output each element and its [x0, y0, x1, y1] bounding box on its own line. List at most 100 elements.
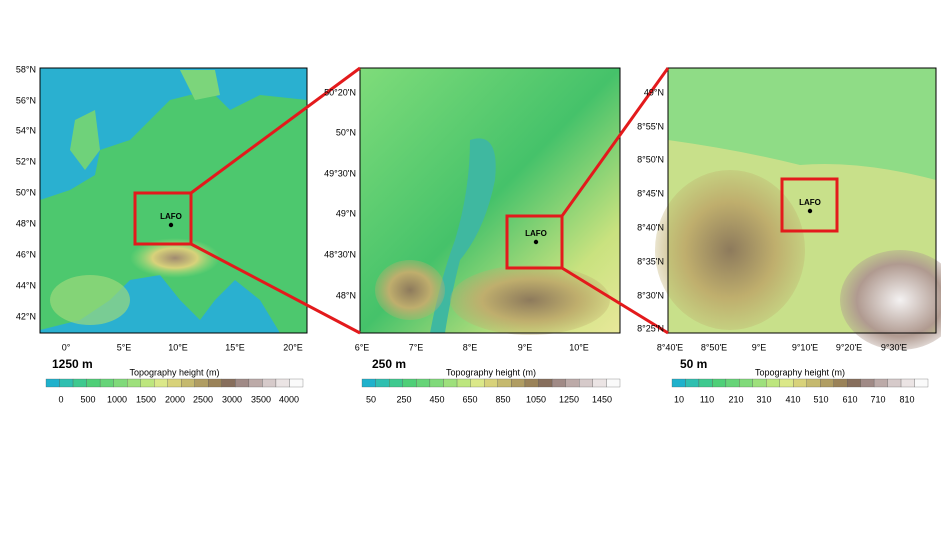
colorbar-swatch: [685, 378, 700, 388]
latitude-label: 56°N: [16, 95, 36, 105]
colorbar-swatch: [248, 378, 263, 388]
colorbar-swatch: [833, 378, 848, 388]
latitude-label: 8°25'N: [637, 323, 664, 333]
site-label: LAFO: [799, 198, 821, 207]
longitude-label: 9°20'E: [836, 342, 862, 352]
colorbar-swatch: [551, 378, 566, 388]
colorbar-swatch: [914, 378, 929, 388]
colorbar-swatch: [194, 378, 209, 388]
longitude-label: 8°50'E: [701, 342, 727, 352]
colorbar-swatch: [873, 378, 888, 388]
site-label: LAFO: [525, 229, 547, 238]
longitude-label: 9°E: [752, 342, 767, 352]
colorbar-swatch: [739, 378, 753, 388]
colorbar-tick-label: 310: [756, 394, 771, 404]
colorbar-swatch: [698, 378, 713, 388]
colorbar-tick-label: 1250: [559, 394, 579, 404]
colorbar-tick-label: 850: [495, 394, 510, 404]
colorbar-tick-label: 2000: [165, 394, 185, 404]
site-label: LAFO: [160, 212, 182, 221]
colorbar-swatch: [470, 378, 485, 388]
site-marker: [168, 222, 174, 228]
colorbar-swatch: [416, 378, 431, 388]
latitude-label: 8°50'N: [637, 154, 664, 164]
colorbar-swatch: [766, 378, 780, 388]
colorbar-swatch: [221, 378, 236, 388]
zoom-indicator: [133, 66, 839, 335]
colorbar-tick-label: 1000: [107, 394, 127, 404]
colorbar-swatch: [606, 378, 621, 388]
colorbar-swatch: [361, 378, 376, 388]
resolution-label: 1250 m: [52, 357, 93, 371]
map-terrain: [655, 67, 941, 350]
longitude-label: 0°: [62, 342, 71, 352]
colorbar-swatch: [579, 378, 593, 388]
colorbar-swatch: [140, 378, 155, 388]
latitude-label: 58°N: [16, 64, 36, 74]
colorbar-swatch: [113, 378, 128, 388]
colorbar-swatch: [565, 378, 580, 388]
colorbar-swatch: [429, 378, 444, 388]
latitude-label: 54°N: [16, 125, 36, 135]
latitude-label: 46°N: [16, 249, 36, 259]
colorbar-swatch: [402, 378, 417, 388]
colorbar-swatch: [127, 378, 141, 388]
colorbar-title: Topography height (m): [129, 367, 219, 377]
colorbar-tick-label: 3000: [222, 394, 242, 404]
longitude-label: 20°E: [283, 342, 303, 352]
colorbar-swatch: [389, 378, 403, 388]
latitude-label: 50°20'N: [324, 87, 356, 97]
colorbar-swatch: [511, 378, 526, 388]
colorbar-swatch: [99, 378, 114, 388]
longitude-label: 8°40'E: [657, 342, 683, 352]
colorbar-tick-label: 610: [842, 394, 857, 404]
colorbar-swatch: [208, 378, 222, 388]
colorbar-tick-label: 1500: [136, 394, 156, 404]
colorbar-swatch: [524, 378, 539, 388]
resolution-label: 250 m: [372, 357, 406, 371]
colorbar-tick-label: 2500: [193, 394, 213, 404]
colorbar-tick-label: 810: [899, 394, 914, 404]
longitude-label: 9°E: [518, 342, 533, 352]
map-terrain: [39, 67, 308, 334]
map-terrain: [359, 67, 621, 335]
colorbar-tick-label: 50: [366, 394, 376, 404]
longitude-label: 6°E: [355, 342, 370, 352]
longitude-label: 7°E: [409, 342, 424, 352]
colorbar-swatch: [59, 378, 74, 388]
colorbar-swatch: [793, 378, 807, 388]
latitude-label: 48°N: [336, 290, 356, 300]
colorbar-swatch: [167, 378, 182, 388]
colorbar-tick-label: 510: [813, 394, 828, 404]
colorbar-swatch: [262, 378, 277, 388]
colorbar-tick-label: 1450: [592, 394, 612, 404]
colorbar-swatch: [900, 378, 915, 388]
colorbar-swatch: [375, 378, 390, 388]
latitude-label: 50°N: [16, 187, 36, 197]
colorbar-swatch: [235, 378, 250, 388]
colorbar-tick-label: 210: [728, 394, 743, 404]
colorbar-tick-label: 500: [80, 394, 95, 404]
colorbar-swatch: [538, 378, 553, 388]
colorbar-tick-label: 0: [58, 394, 63, 404]
colorbar-swatch: [497, 378, 512, 388]
colorbar-swatch: [671, 378, 686, 388]
site-marker: [807, 208, 813, 214]
colorbar-swatch: [712, 378, 727, 388]
longitude-label: 9°30'E: [881, 342, 907, 352]
colorbar-title: Topography height (m): [755, 367, 845, 377]
resolution-label: 50 m: [680, 357, 707, 371]
colorbar-tick-label: 410: [785, 394, 800, 404]
colorbar-swatch: [887, 378, 902, 388]
latitude-label: 48°N: [16, 218, 36, 228]
longitude-label: 8°E: [463, 342, 478, 352]
colorbar-swatch: [45, 378, 60, 388]
latitude-label: 48°30'N: [324, 249, 356, 259]
colorbar-swatch: [289, 378, 304, 388]
longitude-label: 5°E: [117, 342, 132, 352]
latitude-label: 44°N: [16, 280, 36, 290]
colorbar-swatch: [275, 378, 290, 388]
latitude-label: 8°35'N: [637, 256, 664, 266]
colorbar-swatch: [779, 378, 794, 388]
